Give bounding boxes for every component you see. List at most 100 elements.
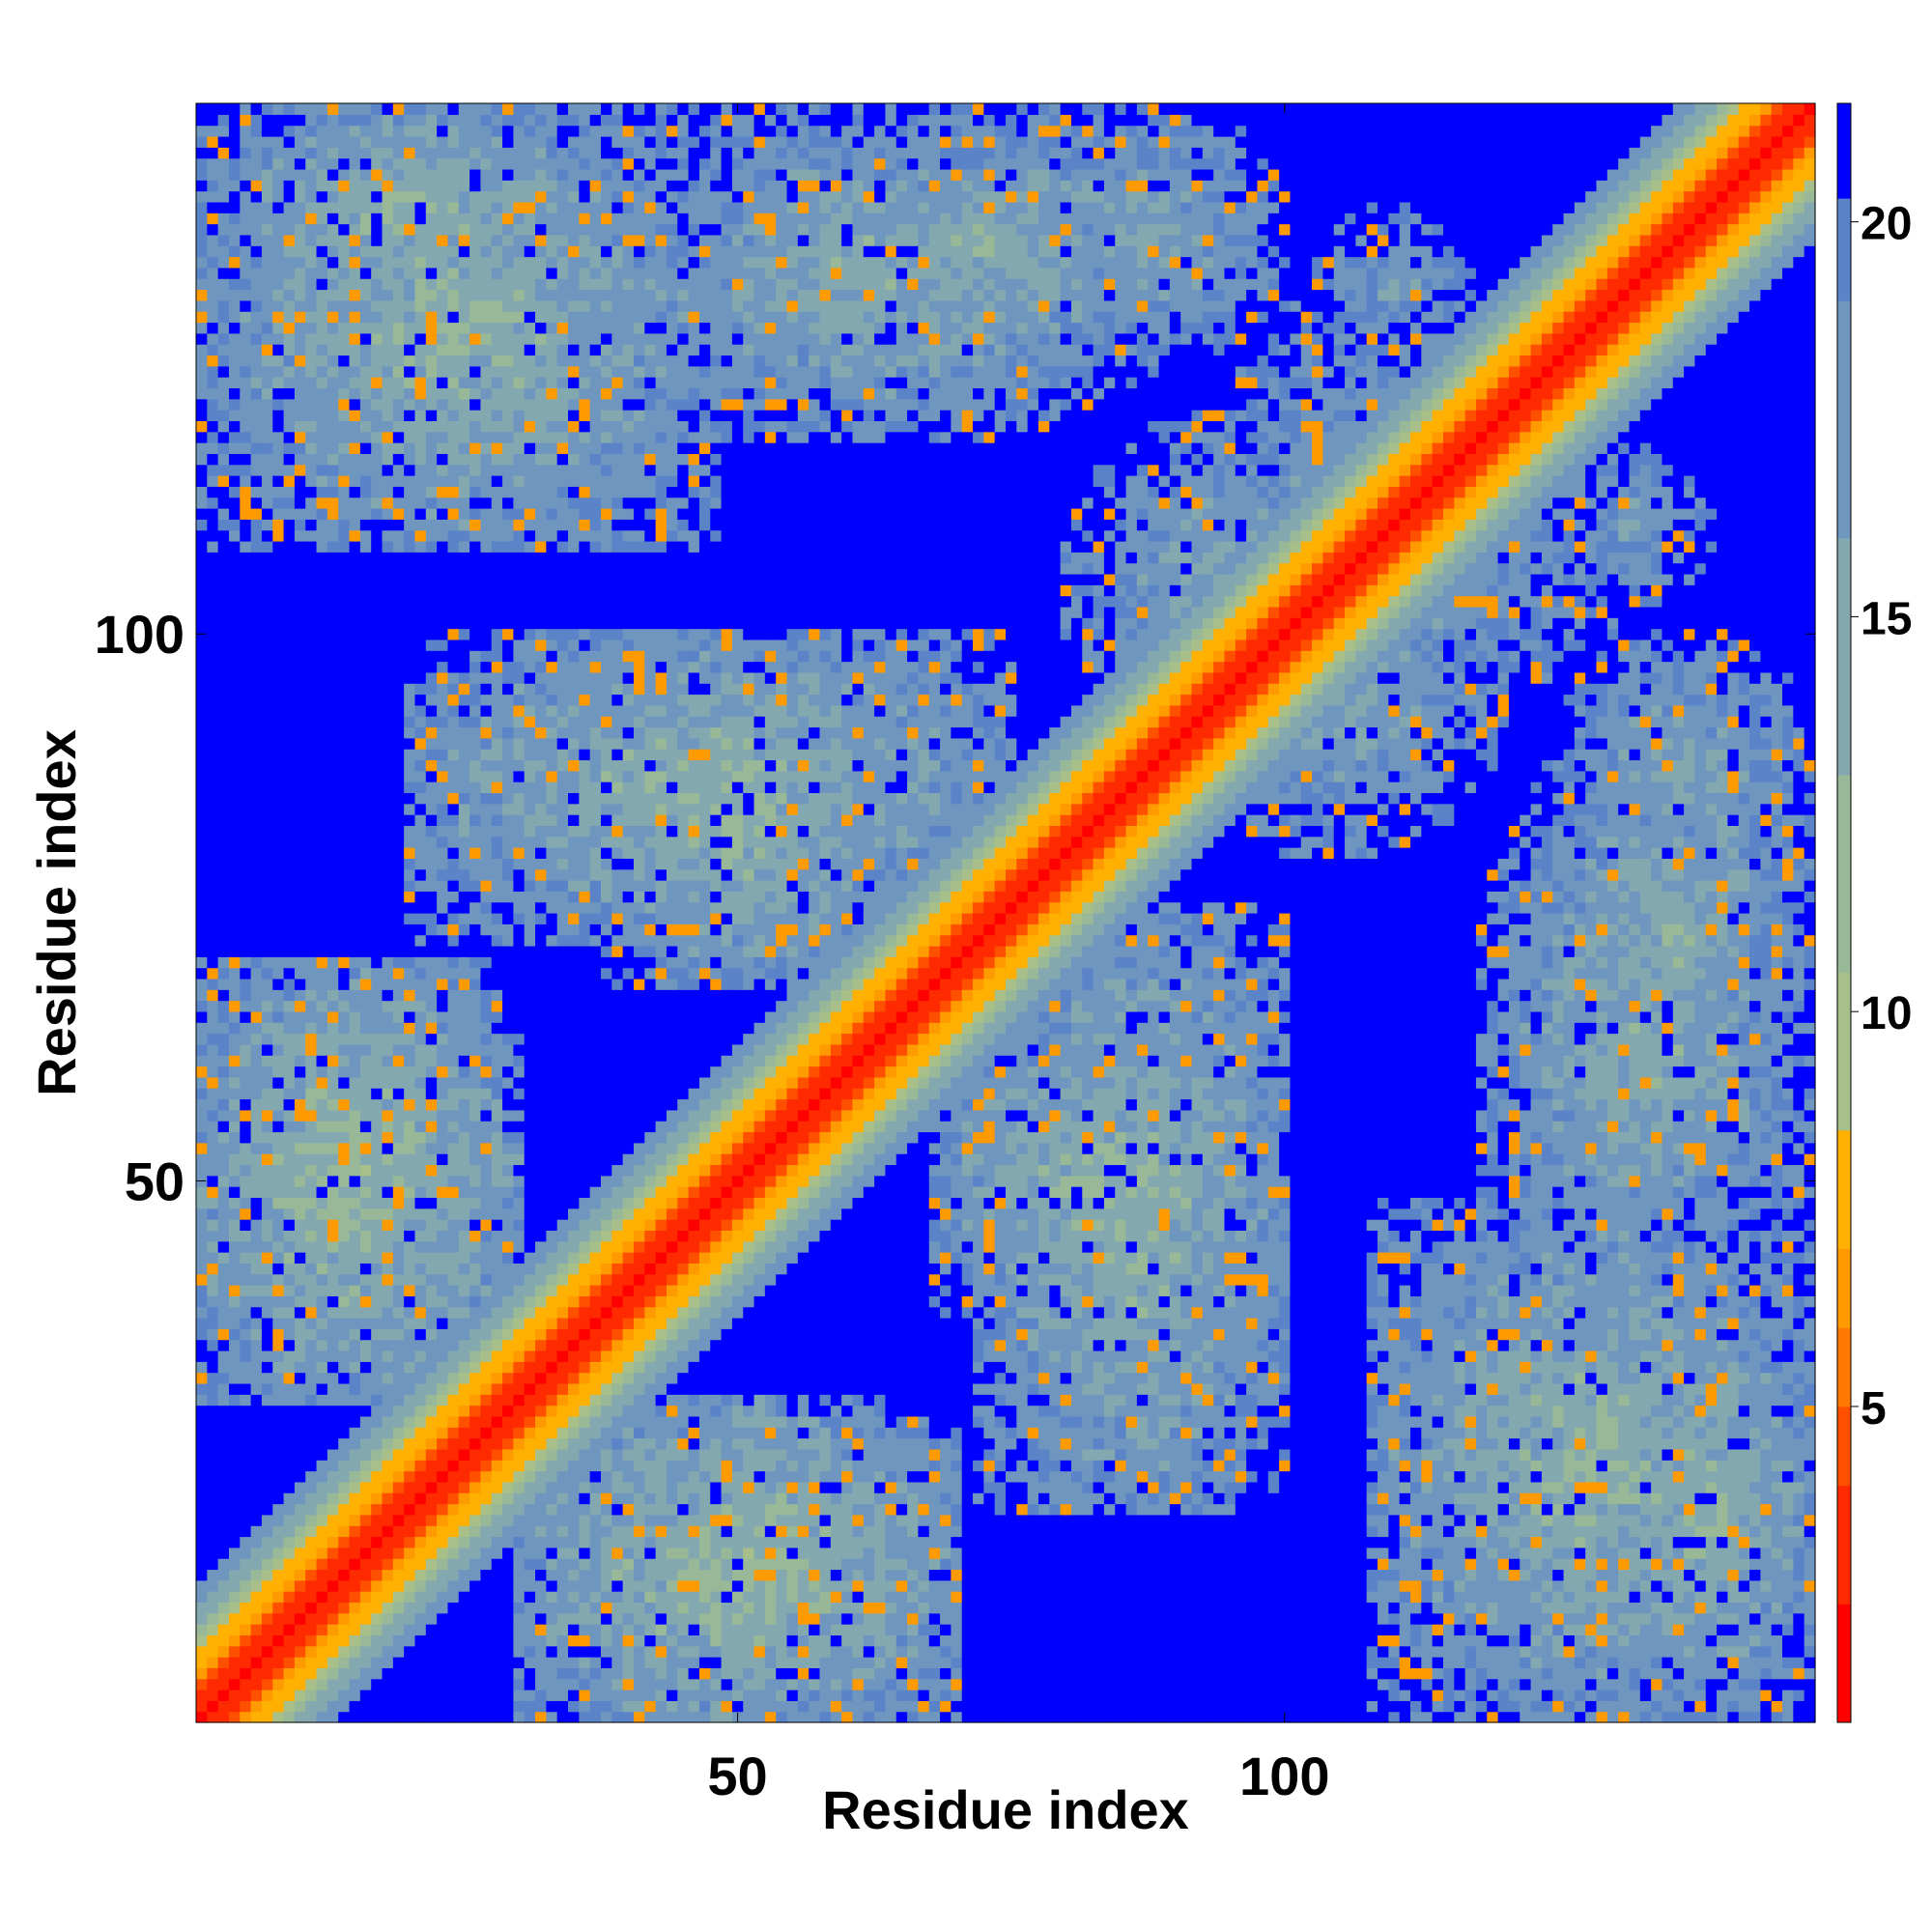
heatmap-cell [305,311,318,324]
heatmap-cell [414,671,427,684]
heatmap-cell [250,792,263,805]
heatmap-cell [349,1065,361,1078]
heatmap-cell [305,617,318,630]
heatmap-cell [359,1382,372,1395]
heatmap-cell [207,387,219,400]
heatmap-cell [425,180,438,192]
heatmap-cell [491,223,503,236]
heatmap-cell [196,1558,208,1571]
heatmap-cell [349,803,361,815]
heatmap-cell [414,180,427,192]
heatmap-cell [513,1514,526,1526]
heatmap-cell [546,1306,558,1319]
heatmap-cell [546,639,558,651]
heatmap-cell [327,1285,339,1296]
heatmap-cell [349,1131,361,1144]
heatmap-cell [228,1252,241,1264]
heatmap-cell [491,114,503,127]
heatmap-cell [502,529,514,542]
heatmap-cell [556,868,569,881]
heatmap-cell [316,114,328,127]
heatmap-cell [502,497,514,509]
heatmap-cell [480,1306,493,1319]
heatmap-cell [207,1591,219,1604]
heatmap-cell [556,606,569,618]
heatmap-cell [469,311,482,324]
heatmap-cell [404,945,416,957]
heatmap-cell [524,989,536,1002]
heatmap-cell [502,1022,514,1035]
heatmap-cell [480,1197,493,1209]
heatmap-cell [458,1033,470,1045]
heatmap-cell [480,1470,493,1483]
heatmap-cell [316,234,328,246]
heatmap-cell [294,387,306,400]
heatmap-cell [338,1711,351,1723]
heatmap-cell [480,1602,493,1614]
heatmap-cell [228,1536,241,1548]
heatmap-cell [382,1109,394,1122]
heatmap-cell [283,945,296,957]
heatmap-cell [414,508,427,520]
heatmap-cell [250,1098,263,1111]
heatmap-cell [228,190,241,203]
heatmap-cell [327,1318,339,1329]
heatmap-cell [349,1514,361,1526]
heatmap-cell [480,475,493,487]
heatmap-cell [502,1252,514,1264]
heatmap-cell [458,1055,470,1067]
heatmap-cell [349,737,361,750]
heatmap-cell [294,1285,306,1296]
heatmap-cell [458,803,470,815]
heatmap-cell [447,1405,460,1417]
heatmap-cell [437,1252,449,1264]
heatmap-cell [207,1263,219,1275]
heatmap-cell [359,1514,372,1526]
heatmap-cell [491,519,503,531]
heatmap-cell [404,1295,416,1308]
heatmap-cell [359,387,372,400]
heatmap-cell [491,694,503,706]
heatmap-cell [502,1306,514,1319]
heatmap-cell [228,519,241,531]
heatmap-cell [250,661,263,673]
heatmap-cell [359,671,372,684]
heatmap-cell [502,1142,514,1154]
heatmap-cell [283,1678,296,1690]
heatmap-cell [491,584,503,597]
heatmap-cell [196,1263,208,1275]
heatmap-cell [513,1634,526,1647]
heatmap-cell [240,595,252,608]
heatmap-cell [382,355,394,367]
heatmap-cell [524,1678,536,1690]
heatmap-cell [502,1514,514,1526]
heatmap-cell [228,497,241,509]
heatmap-cell [272,1460,285,1472]
heatmap-cell [513,650,526,663]
heatmap-cell [338,1131,351,1144]
heatmap-cell [437,1558,449,1571]
heatmap-cell [228,584,241,597]
heatmap-cell [196,781,208,794]
heatmap-cell [196,1503,208,1516]
heatmap-cell [535,322,547,334]
heatmap-cell [556,595,569,608]
heatmap-cell [294,322,306,334]
heatmap-cell [240,704,252,717]
heatmap-cell [491,847,503,859]
heatmap-cell [294,442,306,454]
heatmap-cell [535,704,547,717]
heatmap-cell [480,956,493,969]
heatmap-cell [437,1361,449,1374]
heatmap-cell [513,901,526,914]
heatmap-cell [217,1427,230,1439]
heatmap-cell [359,1295,372,1308]
heatmap-cell [338,486,351,498]
heatmap-cell [359,1164,372,1177]
heatmap-cell [261,223,273,236]
heatmap-cell [250,1536,263,1548]
heatmap-cell [283,1634,296,1647]
heatmap-cell [217,1065,230,1078]
heatmap-cell [261,1098,273,1111]
heatmap-cell [392,1382,405,1395]
